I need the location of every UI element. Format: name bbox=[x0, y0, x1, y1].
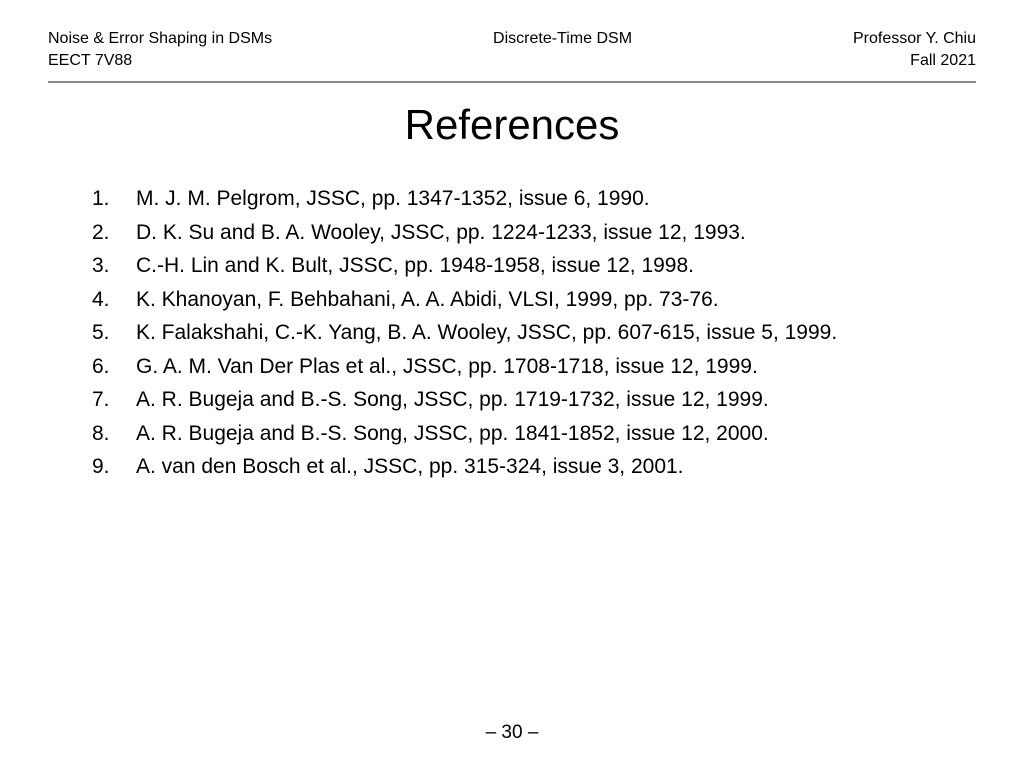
ref-text: A. R. Bugeja and B.-S. Song, JSSC, pp. 1… bbox=[124, 384, 769, 416]
header-term: Fall 2021 bbox=[853, 50, 976, 72]
header-divider bbox=[48, 81, 976, 83]
ref-text: A. van den Bosch et al., JSSC, pp. 315-3… bbox=[124, 451, 684, 483]
header-topic: Noise & Error Shaping in DSMs bbox=[48, 28, 272, 50]
references-list: 1. M. J. M. Pelgrom, JSSC, pp. 1347-1352… bbox=[48, 183, 976, 483]
ref-text: A. R. Bugeja and B.-S. Song, JSSC, pp. 1… bbox=[124, 418, 769, 450]
header-left: Noise & Error Shaping in DSMs EECT 7V88 bbox=[48, 28, 272, 71]
list-item: 9. A. van den Bosch et al., JSSC, pp. 31… bbox=[92, 451, 976, 483]
header-subtitle: Discrete-Time DSM bbox=[272, 28, 853, 50]
header-course: EECT 7V88 bbox=[48, 50, 272, 72]
ref-number: 2. bbox=[92, 217, 124, 249]
ref-number: 5. bbox=[92, 317, 124, 349]
list-item: 5. K. Falakshahi, C.-K. Yang, B. A. Wool… bbox=[92, 317, 976, 349]
ref-text: D. K. Su and B. A. Wooley, JSSC, pp. 122… bbox=[124, 217, 746, 249]
slide: Noise & Error Shaping in DSMs EECT 7V88 … bbox=[0, 0, 1024, 768]
ref-number: 4. bbox=[92, 284, 124, 316]
page-title: References bbox=[48, 101, 976, 149]
ref-number: 1. bbox=[92, 183, 124, 215]
ref-number: 6. bbox=[92, 351, 124, 383]
list-item: 3. C.-H. Lin and K. Bult, JSSC, pp. 1948… bbox=[92, 250, 976, 282]
list-item: 8. A. R. Bugeja and B.-S. Song, JSSC, pp… bbox=[92, 418, 976, 450]
list-item: 6. G. A. M. Van Der Plas et al., JSSC, p… bbox=[92, 351, 976, 383]
header-right: Professor Y. Chiu Fall 2021 bbox=[853, 28, 976, 71]
ref-text: K. Khanoyan, F. Behbahani, A. A. Abidi, … bbox=[124, 284, 719, 316]
slide-header: Noise & Error Shaping in DSMs EECT 7V88 … bbox=[48, 28, 976, 79]
ref-text: G. A. M. Van Der Plas et al., JSSC, pp. … bbox=[124, 351, 758, 383]
list-item: 4. K. Khanoyan, F. Behbahani, A. A. Abid… bbox=[92, 284, 976, 316]
ref-number: 3. bbox=[92, 250, 124, 282]
ref-text: M. J. M. Pelgrom, JSSC, pp. 1347-1352, i… bbox=[124, 183, 650, 215]
ref-text: K. Falakshahi, C.-K. Yang, B. A. Wooley,… bbox=[124, 317, 837, 349]
list-item: 7. A. R. Bugeja and B.-S. Song, JSSC, pp… bbox=[92, 384, 976, 416]
list-item: 1. M. J. M. Pelgrom, JSSC, pp. 1347-1352… bbox=[92, 183, 976, 215]
header-center: Discrete-Time DSM bbox=[272, 28, 853, 71]
ref-number: 9. bbox=[92, 451, 124, 483]
list-item: 2. D. K. Su and B. A. Wooley, JSSC, pp. … bbox=[92, 217, 976, 249]
ref-number: 7. bbox=[92, 384, 124, 416]
page-number: – 30 – bbox=[0, 722, 1024, 744]
ref-number: 8. bbox=[92, 418, 124, 450]
header-professor: Professor Y. Chiu bbox=[853, 28, 976, 50]
ref-text: C.-H. Lin and K. Bult, JSSC, pp. 1948-19… bbox=[124, 250, 694, 282]
